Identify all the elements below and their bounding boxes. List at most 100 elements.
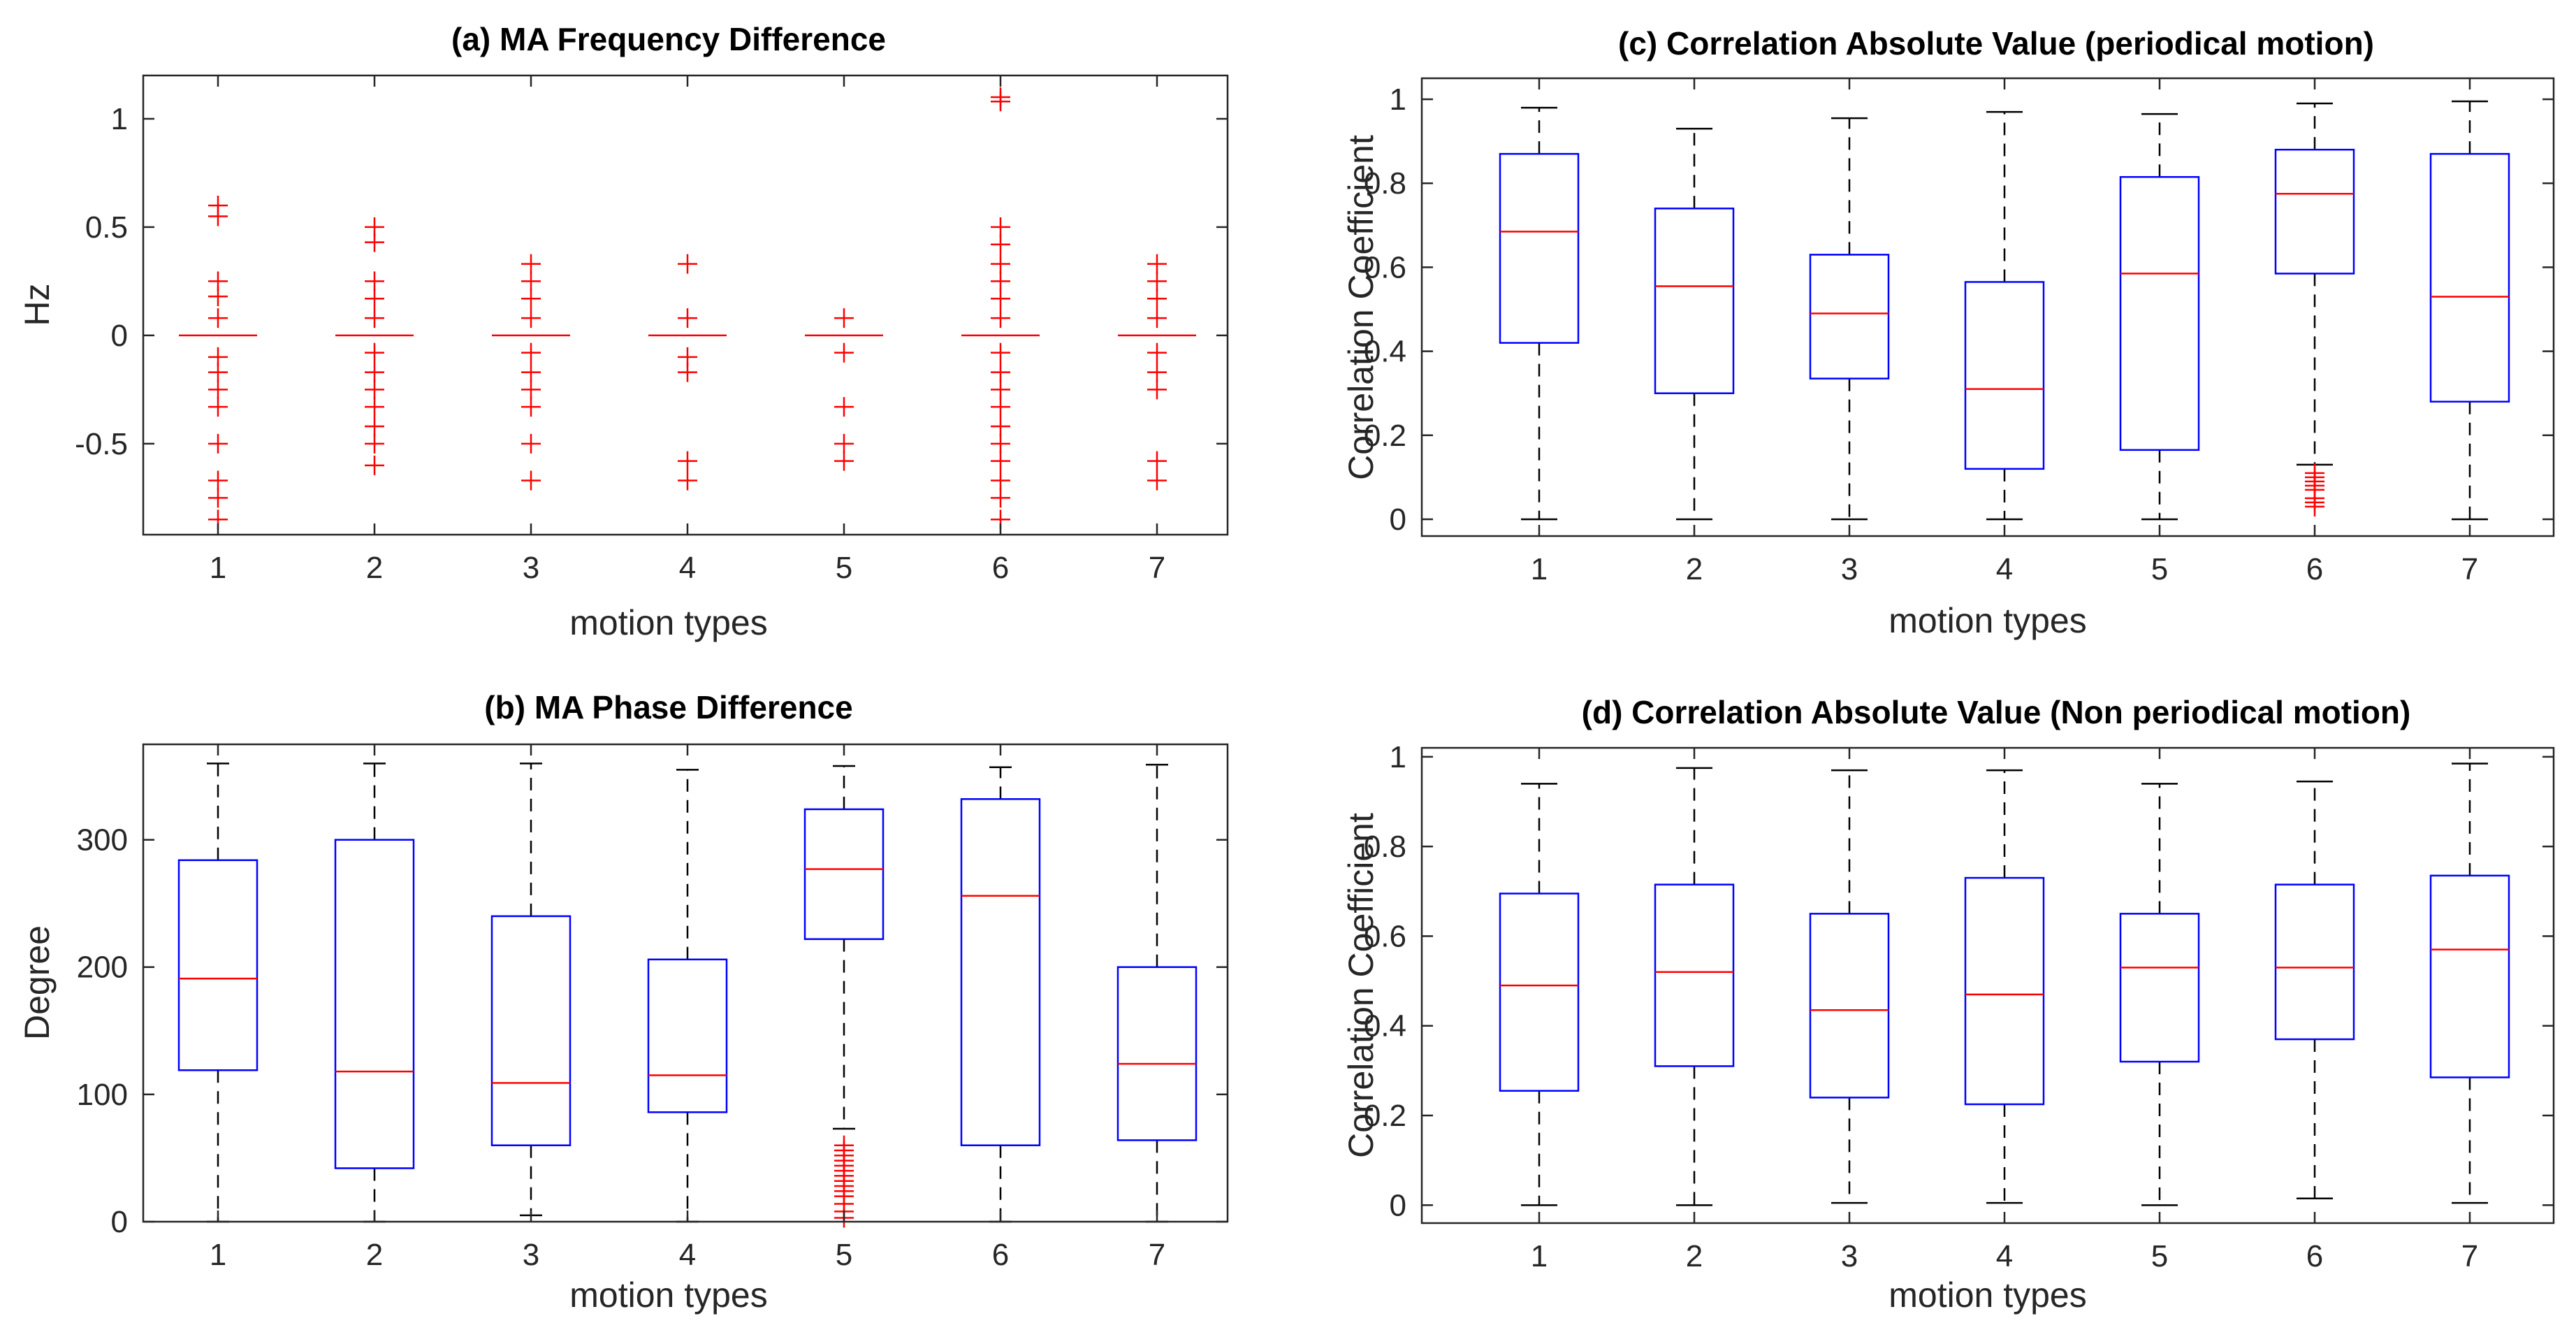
panel-d-xtick-label: 5 <box>2151 1239 2168 1273</box>
outlier-marker <box>2305 496 2324 516</box>
outlier-marker <box>1147 380 1167 400</box>
panel-d-xtick-label: 3 <box>1841 1239 1858 1273</box>
iqr-box <box>960 798 1041 1146</box>
panel-b-xtick-label: 4 <box>679 1238 696 1272</box>
panel-a-box-3 <box>492 254 570 491</box>
outlier-marker <box>208 470 228 491</box>
outlier-marker <box>365 342 384 363</box>
outlier-marker <box>365 380 384 400</box>
panel-a-ytick-label: 1 <box>111 102 128 136</box>
outlier-marker <box>991 451 1010 471</box>
panel-a: (a) MA Frequency Difference -0.5 0 0.5 1 1 2… <box>17 21 1229 642</box>
panel-d-ytick-label: 0.6 <box>1364 919 1406 953</box>
panel-d-box-3 <box>1809 769 1890 1204</box>
panel-b-xticks: 1 2 3 4 5 6 7 <box>210 744 1165 1272</box>
panel-b-xtick-label: 3 <box>523 1238 539 1272</box>
outlier-marker <box>678 470 697 491</box>
outlier-marker <box>208 287 228 307</box>
panel-c-xtick-label: 1 <box>1531 552 1548 586</box>
panel-b: (b) MA Phase Difference 0 100 200 300 1 2 3 4 5… <box>17 689 1229 1315</box>
outlier-marker <box>1147 271 1167 291</box>
panel-c-ytick-label: 0.6 <box>1364 250 1406 284</box>
panel-a-xticks: 1 2 3 4 5 6 7 <box>210 75 1165 585</box>
outlier-marker <box>365 433 384 454</box>
panel-a-axes-frame <box>142 74 1229 536</box>
outlier-marker <box>1147 254 1167 274</box>
panel-d-box-6 <box>2274 780 2355 1199</box>
panel-d-ytick-label: 0.8 <box>1364 830 1406 864</box>
panel-a-box-4 <box>648 254 727 491</box>
iqr-box <box>803 808 885 940</box>
panel-c-box-1 <box>1499 106 1580 521</box>
panel-c: (c) Correlation Absolute Value (periodic… <box>1341 25 2555 640</box>
iqr-box <box>1116 966 1198 1141</box>
outlier-marker <box>521 289 541 309</box>
panel-d-box-7 <box>2429 763 2510 1204</box>
panel-b-xlabel: motion types <box>569 1276 767 1315</box>
panel-b-xtick-label: 7 <box>1149 1238 1165 1272</box>
panel-a-box-2 <box>335 217 414 475</box>
panel-a-box-6 <box>961 87 1040 530</box>
panel-c-box-6 <box>2274 102 2355 516</box>
iqr-box <box>1654 883 1735 1067</box>
panel-d-xlabel: motion types <box>1889 1276 2086 1315</box>
iqr-box <box>1499 893 1580 1092</box>
panel-d-ytick-label: 0 <box>1390 1188 1406 1222</box>
panel-c-xtick-label: 4 <box>1996 552 2013 586</box>
panel-c-xtick-label: 5 <box>2151 552 2168 586</box>
outlier-marker <box>991 217 1010 237</box>
outlier-marker <box>991 289 1010 309</box>
panel-a-ytick-label: 0.5 <box>85 210 128 245</box>
iqr-box <box>2119 175 2200 451</box>
panel-a-ytick-label: 0 <box>111 319 128 353</box>
outlier-marker <box>208 308 228 328</box>
panel-b-xtick-label: 6 <box>992 1238 1009 1272</box>
outlier-marker <box>1147 308 1167 328</box>
panel-b-ytick-label: 100 <box>77 1078 128 1112</box>
outlier-marker <box>991 362 1010 382</box>
outlier-marker <box>991 488 1010 508</box>
panel-a-xtick-label: 3 <box>523 551 539 585</box>
outlier-marker <box>365 289 384 309</box>
panel-d-ylabel: Correlation Coefficient <box>1341 813 1381 1158</box>
outlier-marker <box>365 397 384 417</box>
outlier-marker <box>208 488 228 508</box>
panel-a-box-1 <box>179 195 257 530</box>
panel-a-title: (a) MA Frequency Difference <box>451 21 886 57</box>
panel-c-ytick-label: 0 <box>1390 503 1406 537</box>
panel-d-xtick-label: 2 <box>1686 1239 1703 1273</box>
outlier-marker <box>208 397 228 417</box>
panel-d-ytick-label: 0.4 <box>1364 1009 1406 1043</box>
iqr-box <box>334 839 415 1169</box>
outlier-marker <box>678 362 697 382</box>
outlier-marker <box>991 417 1010 437</box>
outlier-marker <box>834 397 854 417</box>
panel-d-xtick-label: 7 <box>2461 1239 2478 1273</box>
panel-c-ytick-label: 0.2 <box>1364 419 1406 453</box>
outlier-marker <box>678 254 697 274</box>
panel-a-ylabel: Hz <box>17 283 57 326</box>
iqr-box <box>2429 152 2510 403</box>
outlier-marker <box>365 455 384 475</box>
panel-d-title: (d) Correlation Absolute Value (Non peri… <box>1582 694 2411 730</box>
outlier-marker <box>1147 289 1167 309</box>
outlier-marker <box>991 342 1010 363</box>
iqr-box <box>1964 876 2045 1106</box>
outlier-marker <box>991 470 1010 491</box>
panel-b-ytick-label: 200 <box>77 951 128 985</box>
panel-d: (d) Correlation Absolute Value (Non peri… <box>1341 694 2555 1315</box>
panel-a-xtick-label: 1 <box>210 551 226 585</box>
outlier-marker <box>365 362 384 382</box>
outlier-marker <box>991 271 1010 291</box>
panel-c-xlabel: motion types <box>1889 601 2086 640</box>
panel-b-xtick-label: 5 <box>836 1238 852 1272</box>
panel-d-marks <box>1499 763 2510 1206</box>
panel-b-box-5 <box>803 765 885 1228</box>
panel-c-ytick-label: 0.8 <box>1364 166 1406 201</box>
iqr-box <box>2429 874 2510 1078</box>
outlier-marker <box>208 206 228 226</box>
panel-a-xlabel: motion types <box>569 603 767 642</box>
panel-a-box-5 <box>805 308 883 471</box>
